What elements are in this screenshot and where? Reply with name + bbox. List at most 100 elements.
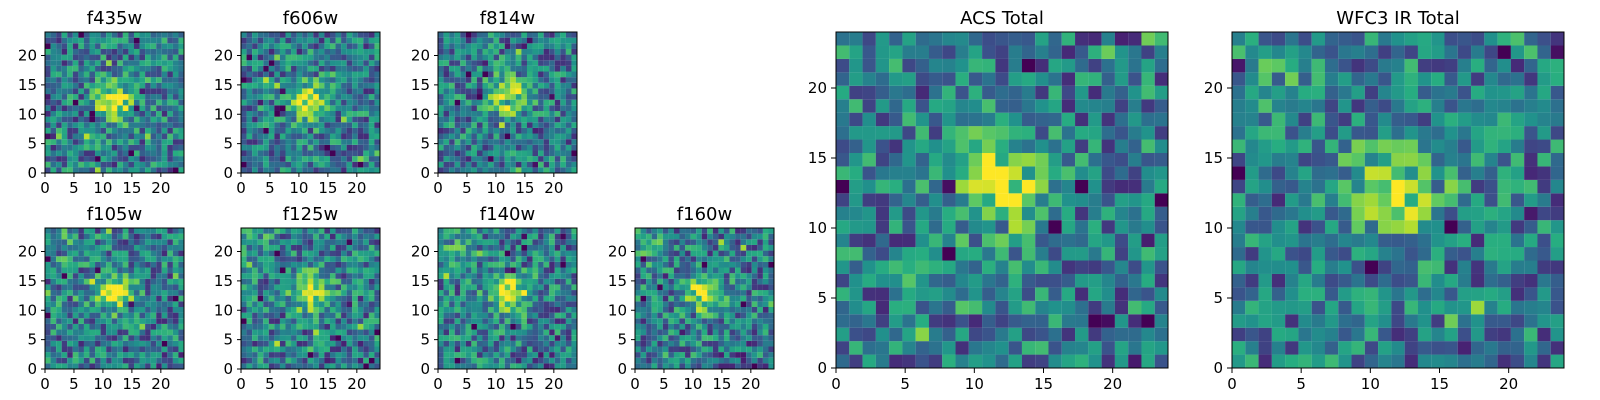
heatmap-cell	[751, 312, 758, 319]
heatmap-cell	[61, 273, 68, 279]
heatmap-cell	[499, 133, 505, 140]
heatmap-cell	[499, 261, 505, 268]
heatmap-cell	[862, 179, 876, 194]
heatmap-cell	[61, 295, 68, 302]
heatmap-cell	[549, 150, 555, 157]
heatmap-cell	[145, 82, 151, 89]
heatmap-cell	[263, 32, 269, 38]
heatmap-cell	[1008, 327, 1022, 342]
heatmap-cell	[549, 43, 555, 49]
heatmap-cell	[122, 48, 129, 55]
heatmap-cell	[263, 133, 269, 140]
heatmap-cell	[875, 193, 890, 207]
heatmap-cell	[982, 126, 996, 140]
heatmap-cell	[746, 267, 752, 274]
heatmap-cell	[139, 363, 146, 370]
heatmap-cell	[757, 340, 763, 347]
heatmap-cell	[352, 357, 358, 364]
heatmap-cell	[89, 82, 96, 89]
heatmap-cell	[357, 340, 364, 347]
heatmap-cell	[178, 329, 185, 336]
heatmap-cell	[1048, 287, 1062, 301]
heatmap-cell	[268, 88, 275, 95]
heatmap-cell	[346, 156, 353, 162]
heatmap-cell	[571, 94, 578, 100]
heatmap-cell	[571, 167, 578, 174]
heatmap-cell	[521, 323, 528, 330]
heatmap-cell	[662, 267, 669, 274]
heatmap-cell	[50, 122, 57, 128]
heatmap-cell	[651, 250, 658, 257]
heatmap-cell	[668, 295, 674, 302]
heatmap-cell	[89, 346, 96, 353]
heatmap-cell	[61, 312, 68, 319]
heatmap-cell	[532, 340, 539, 347]
y-tick-label: 15	[214, 272, 233, 290]
heatmap-cell	[735, 301, 741, 308]
heatmap-cell	[61, 357, 68, 364]
heatmap-cell	[78, 306, 84, 313]
heatmap-cell	[471, 329, 477, 336]
heatmap-cell	[145, 244, 151, 251]
heatmap-cell	[128, 312, 135, 319]
heatmap-cell	[460, 99, 466, 106]
heatmap-cell	[252, 37, 258, 44]
heatmap-cell	[862, 206, 876, 221]
heatmap-cell	[296, 256, 303, 262]
heatmap-cell	[45, 233, 51, 240]
heatmap-cell	[257, 352, 264, 358]
heatmap-cell	[89, 127, 96, 134]
heatmap-cell	[161, 290, 168, 296]
heatmap-cell	[274, 77, 280, 83]
heatmap-cell	[178, 261, 185, 268]
heatmap-cell	[128, 295, 135, 302]
heatmap-cell	[651, 261, 658, 268]
heatmap-cell	[61, 278, 68, 285]
heatmap-cell	[454, 312, 461, 319]
heatmap-cell	[313, 273, 319, 279]
heatmap-cell	[438, 77, 444, 83]
heatmap-cell	[526, 105, 533, 112]
heatmap-cell	[476, 295, 483, 302]
heatmap-cell	[363, 32, 369, 38]
heatmap-cell	[252, 363, 258, 370]
heatmap-cell	[685, 335, 691, 341]
heatmap-cell	[268, 99, 275, 106]
heatmap-cell	[707, 295, 713, 302]
heatmap-cell	[307, 273, 314, 279]
heatmap-cell	[662, 318, 669, 324]
heatmap-cell	[161, 329, 168, 336]
heatmap-cell	[740, 239, 747, 245]
heatmap-cell	[889, 341, 903, 355]
heatmap-cell	[465, 167, 472, 174]
heatmap-cell	[488, 77, 494, 83]
heatmap-cell	[156, 127, 162, 134]
heatmap-cell	[56, 284, 62, 291]
heatmap-cell	[100, 99, 107, 106]
y-tick-label: 5	[617, 331, 627, 349]
heatmap-cell	[449, 82, 455, 89]
heatmap-cell	[72, 233, 79, 240]
heatmap-cell	[651, 244, 658, 251]
heatmap-cell	[662, 329, 669, 336]
heatmap-cell	[515, 323, 522, 330]
heatmap-cell	[712, 256, 719, 262]
heatmap-cell	[72, 60, 79, 66]
heatmap-cell	[662, 340, 669, 347]
heatmap-cell	[329, 340, 336, 347]
heatmap-cell	[499, 54, 505, 61]
heatmap-cell	[560, 346, 566, 353]
heatmap-cell	[50, 77, 57, 83]
heatmap-cell	[549, 48, 555, 55]
heatmap-cell	[532, 261, 539, 268]
heatmap-cell	[499, 250, 505, 257]
heatmap-cell	[543, 261, 550, 268]
heatmap-cell	[56, 363, 62, 370]
heatmap-cell	[363, 267, 369, 274]
heatmap-cell	[106, 150, 112, 157]
heatmap-cell	[955, 287, 969, 301]
heatmap-cell	[995, 152, 1009, 167]
heatmap-cell	[565, 37, 572, 44]
heatmap-cell	[510, 94, 516, 100]
